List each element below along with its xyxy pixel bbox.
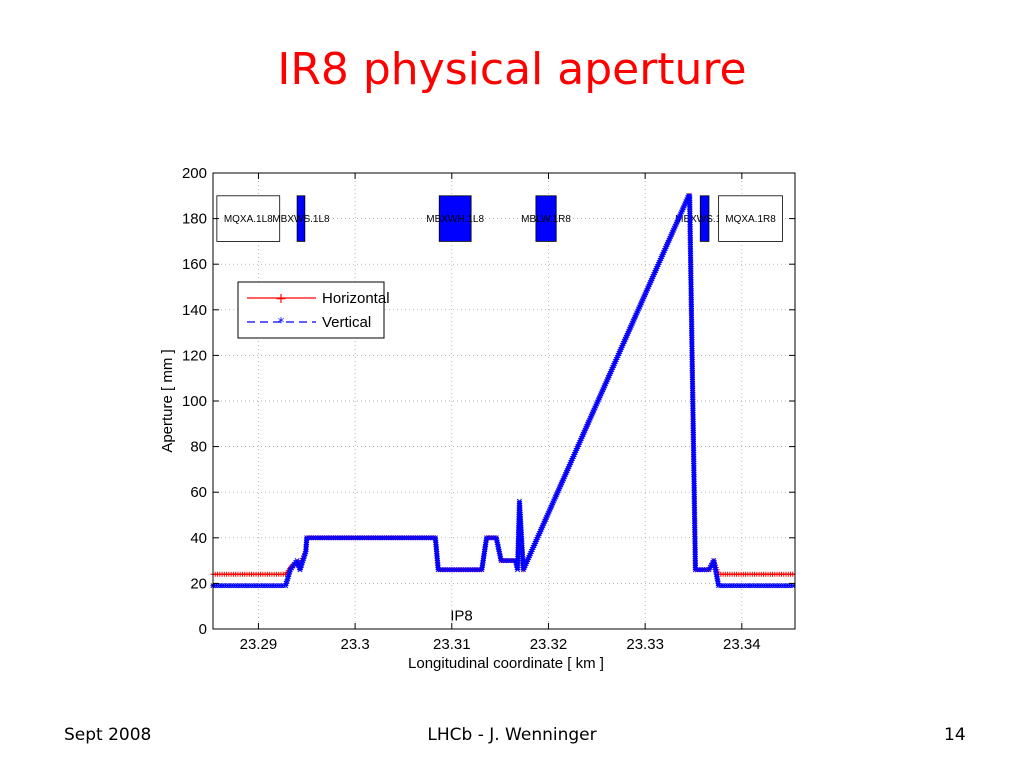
data-point [790,571,796,577]
legend-marker-horizontal: + [275,291,287,307]
magnet-mblw-1r8: MBLW.1R8 [521,195,571,242]
magnet-mbxws-1l8: MBXWS.1L8 [272,195,330,242]
y-tick-label: 100 [182,393,207,410]
magnet-label: MBXWS.1R8 [675,214,734,225]
magnet-label: MQXA.1L8 [224,214,273,225]
legend-box [237,281,385,339]
y-tick-label: 140 [182,302,207,319]
footer-page-number: 14 [944,725,966,745]
legend: + Horizontal * Vertical [237,281,390,339]
x-tick-label: 23.3 [341,636,370,653]
magnet-mqxa-1l8: MQXA.1L8 [216,195,281,242]
y-tick-label: 0 [199,621,207,638]
magnet-box [535,195,557,242]
magnet-box [699,195,710,242]
y-tick-label: 40 [190,530,207,547]
x-tick-label: 23.33 [626,636,664,653]
magnet-label: MBXWH.1L8 [426,214,484,225]
x-tick-label: 23.32 [530,636,568,653]
magnet-label: MBLW.1R8 [521,214,571,225]
slide-title: IR8 physical aperture [277,44,747,95]
legend-marker-vertical: * [278,316,285,331]
legend-label-vertical: Vertical [322,314,371,331]
series-vertical [210,193,796,589]
magnet-layout: MQXA.1L8 MBXWS.1L8 MBXWH.1L8 MBLW.1R8 MBXWS.… [216,195,783,242]
y-tick-label: 200 [182,165,207,182]
magnet-box [296,195,306,242]
y-tick-label: 60 [190,484,207,501]
magnet-mqxa-1r8: MQXA.1R8 [718,195,783,242]
legend-label-horizontal: Horizontal [322,290,390,307]
axis-ticks: 23.29 23.3 23.31 23.32 23.33 23.34 0 20 40 60 80 10… [182,165,795,653]
magnet-box [438,195,472,242]
y-tick-label: 120 [182,347,207,364]
footer-author: LHCb - J. Wenninger [427,725,597,745]
y-tick-label: 160 [182,256,207,273]
x-tick-label: 23.34 [723,636,761,653]
magnet-box [718,195,783,242]
x-tick-label: 23.31 [433,636,471,653]
aperture-chart: MQXA.1L8 MBXWS.1L8 MBXWH.1L8 MBLW.1R8 MBXWS.… [159,165,796,672]
magnet-mbxwh-1l8: MBXWH.1L8 [426,195,485,242]
y-tick-label: 80 [190,439,207,456]
y-tick-label: 20 [190,575,207,592]
magnet-label: MQXA.1R8 [725,214,776,225]
y-axis-label: Aperture [ mm ] [159,349,176,452]
x-axis-label: Longitudinal coordinate [ km ] [408,655,604,672]
magnet-box [216,195,281,242]
magnet-mbxws-1r8: MBXWS.1R8 [675,195,734,242]
series-group [210,193,796,589]
x-tick-label: 23.29 [240,636,278,653]
annotation-ip8: IP8 [450,607,473,624]
data-point [790,583,796,589]
y-tick-label: 180 [182,211,207,228]
magnet-label: MBXWS.1L8 [272,214,330,225]
footer-date: Sept 2008 [64,725,152,745]
